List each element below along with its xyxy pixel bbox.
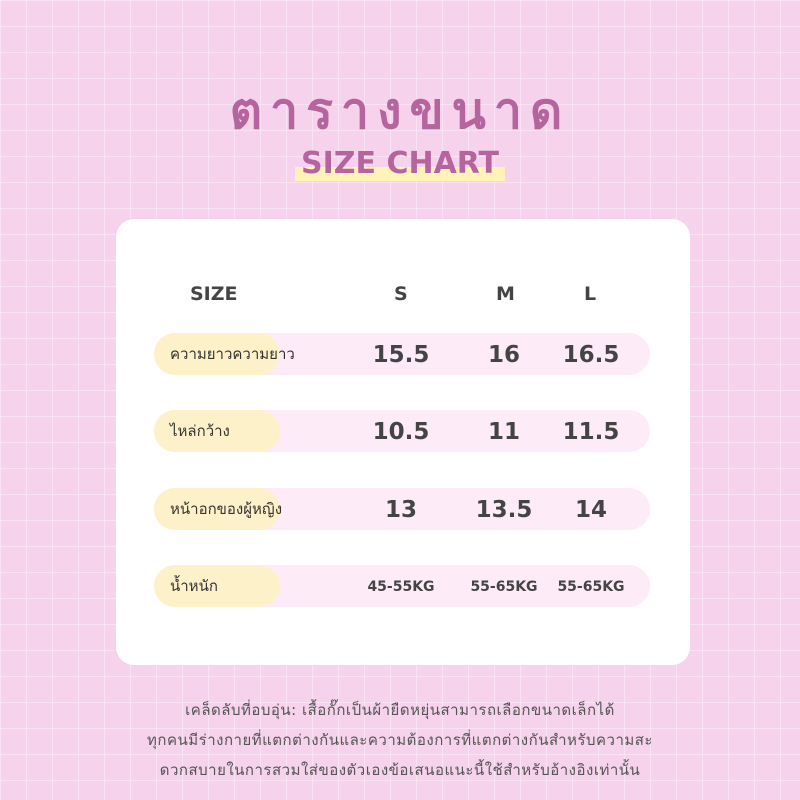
table-row: หน้าอกของผู้หญิง 13 13.5 14 [154,488,650,530]
row-value: 11 [487,419,520,445]
row-value: 13 [384,497,417,523]
row-value: 16.5 [562,342,620,368]
subtitle: SIZE CHART [0,146,800,181]
page-title: ตารางขนาด [229,82,571,140]
row-value: 14 [574,497,607,523]
row-value: 15.5 [372,342,430,368]
row-value: 10.5 [372,419,430,445]
table-row: น้ำหนัก 45-55KG 55-65KG 55-65KG [154,565,650,607]
row-label: ไหล่กว้าง [154,410,280,452]
tip-note: เคล็ดลับที่อบอุ่น: เสื้อกั๊กเป็นผ้ายืดหย… [147,701,653,779]
size-table: SIZE S M L ความยาวความยาว 15.5 16 16.5 ไหล่ก… [116,219,690,665]
row-value: 45-55KG [367,579,435,595]
row-value: 13.5 [475,497,533,523]
row-value: 55-65KG [470,579,538,595]
table-row: ความยาวความยาว 15.5 16 16.5 [154,333,650,375]
header-m: M [496,283,515,305]
row-label: น้ำหนัก [154,565,280,607]
row-value: 55-65KG [557,579,625,595]
header-size: SIZE [190,283,238,305]
row-value: 16 [487,342,520,368]
header-s: S [394,283,408,305]
row-label: หน้าอกของผู้หญิง [154,488,282,530]
table-row: ไหล่กว้าง 10.5 11 11.5 [154,410,650,452]
header-l: L [584,283,597,305]
row-label: ความยาวความยาว [154,333,295,375]
row-value: 11.5 [562,419,620,445]
